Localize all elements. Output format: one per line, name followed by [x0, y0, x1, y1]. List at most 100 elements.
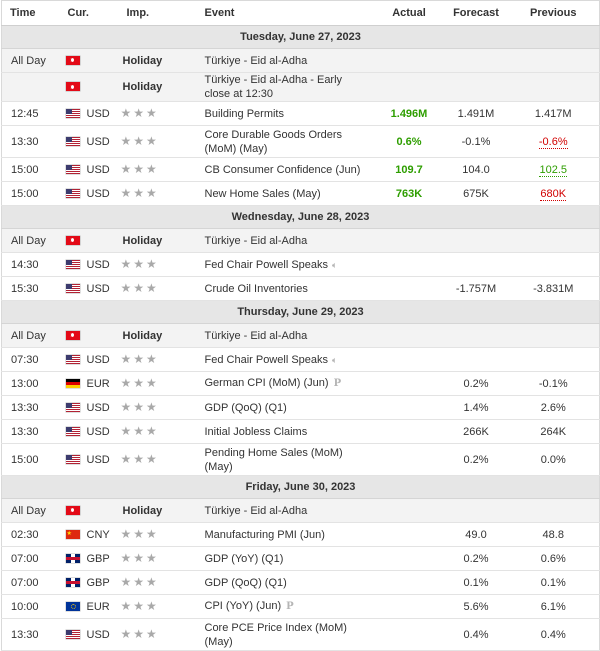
event-row[interactable]: 13:30 USD ★★★ GDP (QoQ) (Q1) 1.4% 2.6%	[1, 395, 600, 420]
event-name[interactable]: Core Durable Goods Orders (MoM) (May)	[204, 128, 343, 155]
importance-star-icon: ★	[146, 106, 159, 120]
event-name[interactable]: Türkiye - Eid al-Adha	[204, 234, 308, 247]
header-event[interactable]: Event	[202, 0, 374, 26]
event-name-cell[interactable]: Pending Home Sales (MoM) (May)	[202, 443, 374, 476]
event-name[interactable]: New Home Sales (May)	[204, 187, 321, 200]
event-name-cell[interactable]: Fed Chair Powell Speaks 🔈︎	[202, 347, 374, 372]
event-name[interactable]: Türkiye - Eid al-Adha	[204, 504, 308, 517]
header-importance[interactable]: Imp.	[118, 0, 203, 26]
preliminary-icon: P	[333, 378, 342, 389]
speaker-icon: 🔈︎	[332, 259, 338, 270]
event-name[interactable]: Crude Oil Inventories	[204, 282, 308, 295]
event-name-cell[interactable]: GDP (QoQ) (Q1)	[202, 395, 374, 420]
event-name-cell[interactable]: Crude Oil Inventories	[202, 276, 374, 301]
holiday-row[interactable]: All Day Holiday Türkiye - Eid al-Adha	[1, 48, 600, 73]
event-name[interactable]: Türkiye - Eid al-Adha	[204, 54, 308, 67]
event-name[interactable]: German CPI (MoM) (Jun)	[204, 377, 329, 389]
importance-star-icon: ★	[146, 281, 159, 295]
event-currency: USD	[86, 628, 110, 641]
event-actual: 0.6%	[396, 135, 422, 148]
event-row[interactable]: 15:30 USD ★★★ Crude Oil Inventories -1.757M -…	[1, 276, 600, 301]
event-forecast-cell	[444, 498, 508, 523]
importance-star-icon: ★	[133, 452, 147, 466]
event-previous-cell: 264K	[507, 419, 600, 444]
event-name-cell[interactable]: New Home Sales (May)	[202, 181, 374, 206]
event-previous-cell	[507, 228, 600, 253]
event-name[interactable]: GDP (QoQ) (Q1)	[204, 576, 287, 589]
event-row[interactable]: 10:00 EUR ★★★ CPI (YoY) (Jun) P 5.6% 6.1%	[1, 594, 600, 619]
importance-star-icon: ★	[146, 134, 159, 148]
event-row[interactable]: 13:30 USD ★★★ Core PCE Price Index (MoM) (M…	[1, 618, 600, 651]
event-name-cell[interactable]: Türkiye - Eid al-Adha	[202, 498, 374, 523]
event-name[interactable]: GDP (YoY) (Q1)	[204, 552, 284, 565]
event-name-cell[interactable]: German CPI (MoM) (Jun) P	[202, 371, 374, 396]
flag-gb-icon	[65, 553, 80, 563]
holiday-row[interactable]: All Day Holiday Türkiye - Eid al-Adha	[1, 498, 600, 523]
event-actual-cell: 0.6%	[373, 125, 445, 158]
event-name-cell[interactable]: Initial Jobless Claims	[202, 419, 374, 444]
event-actual-cell: 763K	[373, 181, 445, 206]
event-name-cell[interactable]: Türkiye - Eid al-Adha	[202, 323, 374, 348]
event-name-cell[interactable]: Türkiye - Eid al-Adha	[202, 228, 374, 253]
event-name-cell[interactable]: Türkiye - Eid al-Adha - Early close at 1…	[202, 72, 374, 102]
day-date: Tuesday, June 27, 2023	[1, 25, 600, 49]
event-row[interactable]: 15:00 USD ★★★ Pending Home Sales (MoM) (May…	[1, 443, 600, 476]
event-name[interactable]: Initial Jobless Claims	[204, 425, 308, 438]
event-name[interactable]: Manufacturing PMI (Jun)	[204, 528, 325, 541]
event-currency-cell: USD	[59, 395, 119, 420]
event-name-cell[interactable]: GDP (QoQ) (Q1)	[202, 570, 374, 595]
event-row[interactable]: 13:30 USD ★★★ Core Durable Goods Orders (Mo…	[1, 125, 600, 158]
holiday-row[interactable]: All Day Holiday Türkiye - Eid al-Adha	[1, 228, 600, 253]
event-time: 15:00	[1, 443, 60, 476]
event-row[interactable]: 14:30 USD ★★★ Fed Chair Powell Speaks 🔈︎	[1, 252, 600, 277]
event-row[interactable]: 15:00 USD ★★★ New Home Sales (May) 763K 675K 6…	[1, 181, 600, 206]
header-actual[interactable]: Actual	[373, 0, 445, 26]
event-name-cell[interactable]: Manufacturing PMI (Jun)	[202, 522, 374, 547]
event-name-cell[interactable]: Core PCE Price Index (MoM) (May)	[202, 618, 374, 651]
event-name-cell[interactable]: Fed Chair Powell Speaks 🔈︎	[202, 252, 374, 277]
event-name[interactable]: Pending Home Sales (MoM) (May)	[204, 446, 343, 473]
event-actual-cell	[373, 570, 445, 595]
event-name[interactable]: Türkiye - Eid al-Adha	[204, 329, 308, 342]
importance-star-icon: ★	[120, 257, 134, 271]
holiday-row[interactable]: All Day Holiday Türkiye - Eid al-Adha	[1, 323, 600, 348]
event-name-cell[interactable]: CPI (YoY) (Jun) P	[202, 594, 374, 619]
event-row[interactable]: 12:45 USD ★★★ Building Permits 1.496M 1.491M 1…	[1, 101, 600, 126]
event-currency-cell: USD	[59, 157, 119, 182]
event-forecast-cell: 49.0	[444, 522, 508, 547]
flag-us-icon	[65, 259, 80, 269]
event-name-cell[interactable]: Core Durable Goods Orders (MoM) (May)	[202, 125, 374, 158]
event-name-cell[interactable]: GDP (YoY) (Q1)	[202, 546, 374, 571]
event-forecast-cell	[444, 252, 508, 277]
header-previous[interactable]: Previous	[507, 0, 600, 26]
flag-gb-icon	[65, 577, 80, 587]
header-time[interactable]: Time	[1, 0, 60, 26]
event-name-cell[interactable]: CB Consumer Confidence (Jun)	[202, 157, 374, 182]
event-currency-cell	[59, 228, 119, 253]
event-name[interactable]: Fed Chair Powell Speaks	[204, 353, 329, 366]
event-actual-cell	[373, 48, 445, 73]
event-row[interactable]: 07:00 GBP ★★★ GDP (YoY) (Q1) 0.2% 0.6%	[1, 546, 600, 571]
event-row[interactable]: 13:00 EUR ★★★ German CPI (MoM) (Jun) P 0.2% -0…	[1, 371, 600, 396]
event-previous-cell: -0.6%	[507, 125, 600, 158]
event-name[interactable]: CB Consumer Confidence (Jun)	[204, 163, 361, 176]
holiday-row[interactable]: Holiday Türkiye - Eid al-Adha - Early clo…	[1, 72, 600, 102]
event-name-cell[interactable]: Türkiye - Eid al-Adha	[202, 48, 374, 73]
event-name[interactable]: Türkiye - Eid al-Adha - Early close at 1…	[204, 74, 343, 100]
event-row[interactable]: 02:30CNY★★★Manufacturing PMI (Jun)49.048…	[1, 522, 600, 547]
event-name[interactable]: Core PCE Price Index (MoM) (May)	[204, 621, 347, 648]
event-name[interactable]: Building Permits	[204, 107, 284, 120]
event-name[interactable]: GDP (QoQ) (Q1)	[204, 401, 287, 414]
event-name[interactable]: Fed Chair Powell Speaks	[204, 258, 329, 271]
event-forecast: 0.1%	[463, 576, 489, 589]
event-actual-cell	[373, 419, 445, 444]
event-row[interactable]: 15:00 USD ★★★ CB Consumer Confidence (Jun) 1…	[1, 157, 600, 182]
header-currency[interactable]: Cur.	[59, 0, 119, 26]
header-forecast[interactable]: Forecast	[444, 0, 508, 26]
event-row[interactable]: 13:30 USD ★★★ Initial Jobless Claims 266K 264…	[1, 419, 600, 444]
event-name-cell[interactable]: Building Permits	[202, 101, 374, 126]
importance-star-icon: ★	[133, 352, 147, 366]
event-row[interactable]: 07:30 USD ★★★ Fed Chair Powell Speaks 🔈︎	[1, 347, 600, 372]
event-row[interactable]: 07:00 GBP ★★★ GDP (QoQ) (Q1) 0.1% 0.1%	[1, 570, 600, 595]
event-name[interactable]: CPI (YoY) (Jun)	[204, 600, 282, 612]
